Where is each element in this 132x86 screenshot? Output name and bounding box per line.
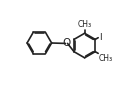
Text: CH₃: CH₃ — [99, 54, 113, 63]
Text: CH₃: CH₃ — [78, 20, 92, 29]
Text: O: O — [62, 38, 70, 48]
Text: I: I — [99, 33, 102, 42]
